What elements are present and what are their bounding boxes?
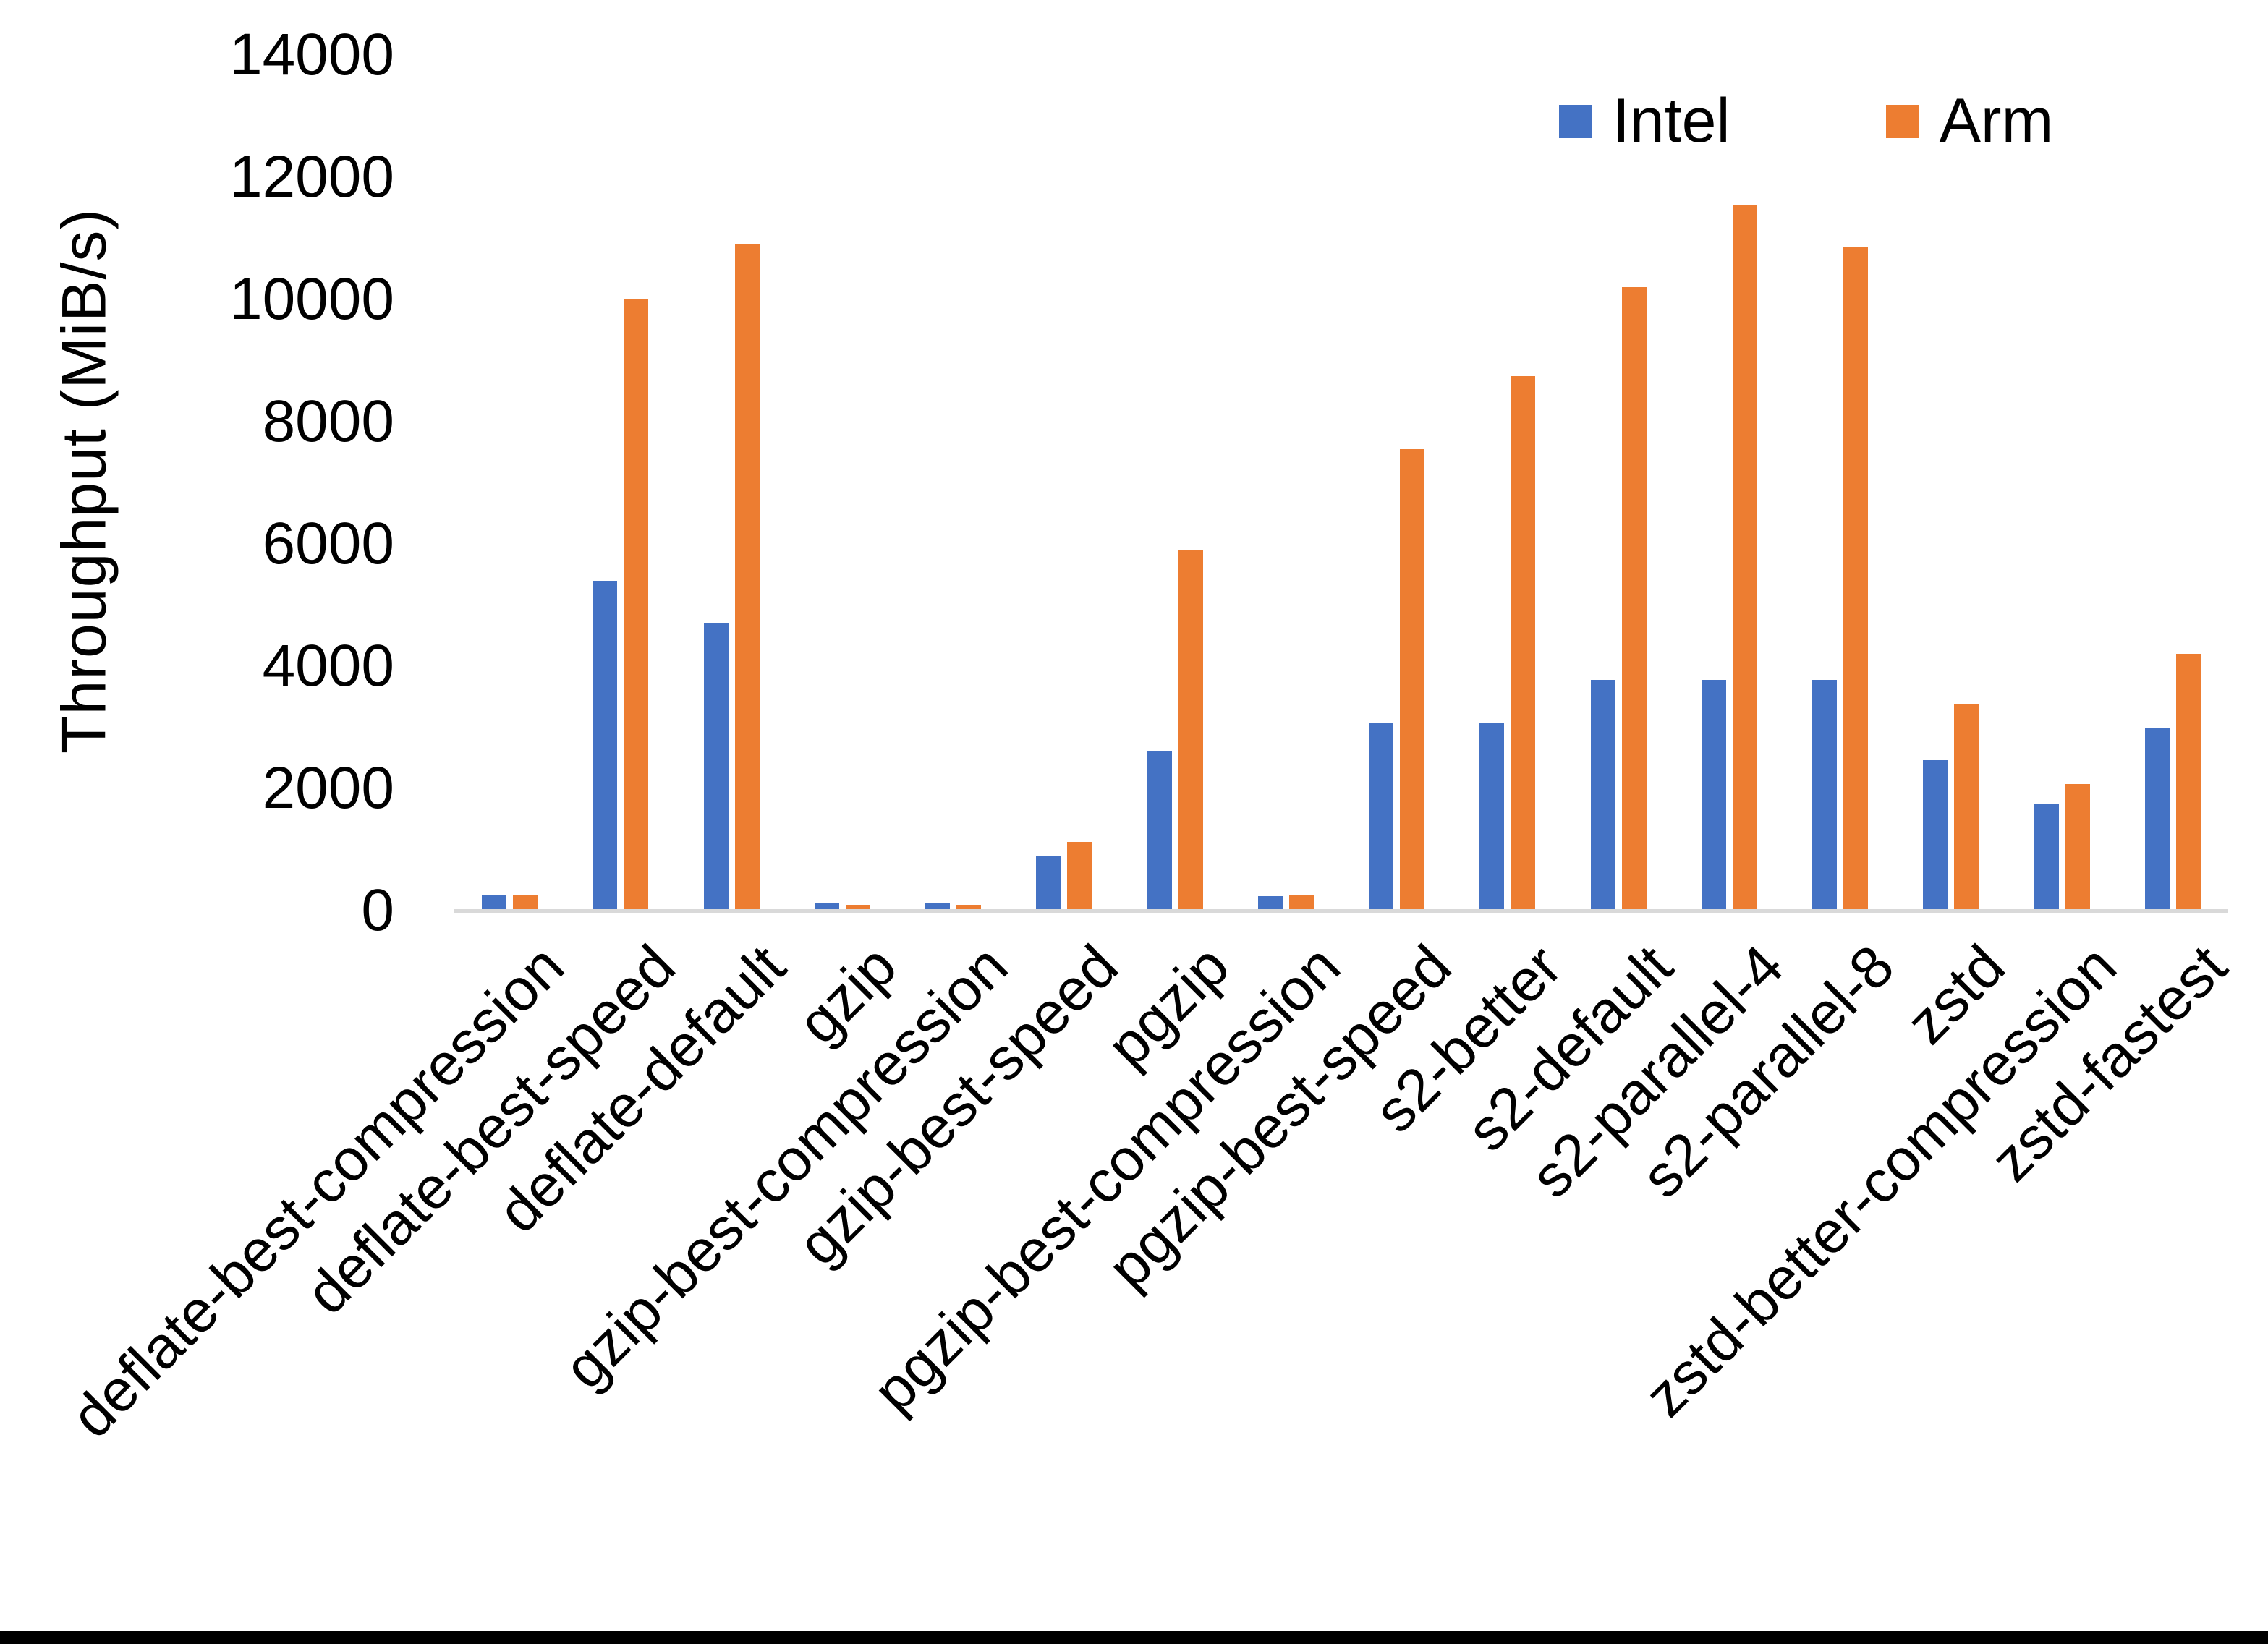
plot-area — [454, 55, 2228, 911]
bar-intel-gzip — [814, 903, 839, 911]
y-tick-label-14000: 14000 — [229, 22, 394, 88]
legend-item-intel: Intel — [1559, 85, 1730, 157]
bar-group-pgzip-best-compression — [1231, 55, 1341, 911]
bar-group-zstd-fastest — [2118, 55, 2228, 911]
bar-intel-deflate-best-compression — [482, 895, 507, 911]
y-axis-title: Throughput (MiB/s) — [49, 208, 119, 754]
bar-intel-s2-better — [1479, 723, 1505, 911]
bar-intel-pgzip-best-compression — [1257, 895, 1283, 911]
bar-arm-gzip-best-compression — [956, 904, 982, 911]
legend: Intel Arm — [1559, 85, 2053, 157]
bar-intel-pgzip — [1147, 751, 1172, 911]
arm-series-swatch-icon — [1885, 104, 1919, 138]
bar-intel-pgzip-best-speed — [1369, 723, 1394, 911]
bar-group-gzip-best-speed — [1008, 55, 1119, 911]
bar-arm-zstd-better-compression — [2065, 784, 2090, 911]
bottom-border-strip — [0, 1631, 2268, 1644]
bar-arm-gzip-best-speed — [1067, 841, 1092, 911]
bar-intel-s2-parallel-4 — [1701, 680, 1726, 911]
bar-group-zstd-better-compression — [2007, 55, 2118, 911]
bar-arm-gzip — [845, 904, 870, 911]
legend-item-arm: Arm — [1885, 85, 2054, 157]
bar-intel-deflate-default — [703, 623, 729, 911]
bar-intel-s2-default — [1590, 680, 1615, 911]
legend-label-arm: Arm — [1939, 86, 2054, 156]
bar-group-gzip — [787, 55, 898, 911]
bar-arm-s2-better — [1511, 375, 1536, 911]
x-axis-line — [454, 909, 2228, 913]
bar-intel-deflate-best-speed — [593, 580, 618, 911]
y-tick-label-4000: 4000 — [262, 633, 394, 699]
bar-arm-s2-parallel-4 — [1732, 205, 1757, 911]
y-tick-label-12000: 12000 — [229, 144, 394, 210]
bar-group-pgzip-best-speed — [1341, 55, 1452, 911]
x-category-label-zstd-fastest: zstd-fastest — [1891, 933, 2240, 1194]
bar-arm-zstd-fastest — [2175, 654, 2201, 911]
y-tick-label-6000: 6000 — [262, 511, 394, 576]
bar-arm-zstd — [1954, 704, 1979, 911]
bar-group-deflate-best-compression — [454, 55, 565, 911]
bar-group-gzip-best-compression — [898, 55, 1008, 911]
bar-arm-pgzip-best-speed — [1400, 449, 1425, 911]
bar-arm-deflate-default — [734, 244, 760, 911]
bar-arm-pgzip-best-compression — [1288, 895, 1314, 911]
bar-intel-s2-parallel-8 — [1812, 680, 1838, 911]
bar-arm-deflate-best-speed — [624, 299, 649, 911]
bar-group-s2-better — [1452, 55, 1563, 911]
bar-arm-s2-default — [1621, 287, 1647, 911]
legend-label-intel: Intel — [1613, 86, 1730, 156]
y-tick-label-10000: 10000 — [229, 266, 394, 332]
bar-group-deflate-default — [676, 55, 787, 911]
y-tick-label-2000: 2000 — [262, 755, 394, 821]
bar-intel-gzip-best-compression — [925, 903, 951, 911]
y-tick-label-8000: 8000 — [262, 388, 394, 454]
bar-group-s2-parallel-4 — [1674, 55, 1785, 911]
bar-group-deflate-best-speed — [565, 55, 676, 911]
bar-group-s2-default — [1563, 55, 1674, 911]
bar-group-zstd — [1895, 55, 2006, 911]
bar-intel-zstd — [1923, 760, 1948, 911]
bar-intel-zstd-better-compression — [2034, 804, 2059, 911]
bar-group-pgzip — [1120, 55, 1231, 911]
bar-intel-zstd-fastest — [2144, 728, 2170, 911]
bar-arm-deflate-best-compression — [513, 895, 538, 911]
bar-intel-gzip-best-speed — [1036, 856, 1061, 911]
intel-series-swatch-icon — [1559, 104, 1592, 138]
y-tick-label-0: 0 — [361, 877, 394, 943]
bar-arm-pgzip — [1178, 550, 1203, 911]
bar-group-s2-parallel-8 — [1785, 55, 1895, 911]
bar-arm-s2-parallel-8 — [1843, 247, 1869, 911]
